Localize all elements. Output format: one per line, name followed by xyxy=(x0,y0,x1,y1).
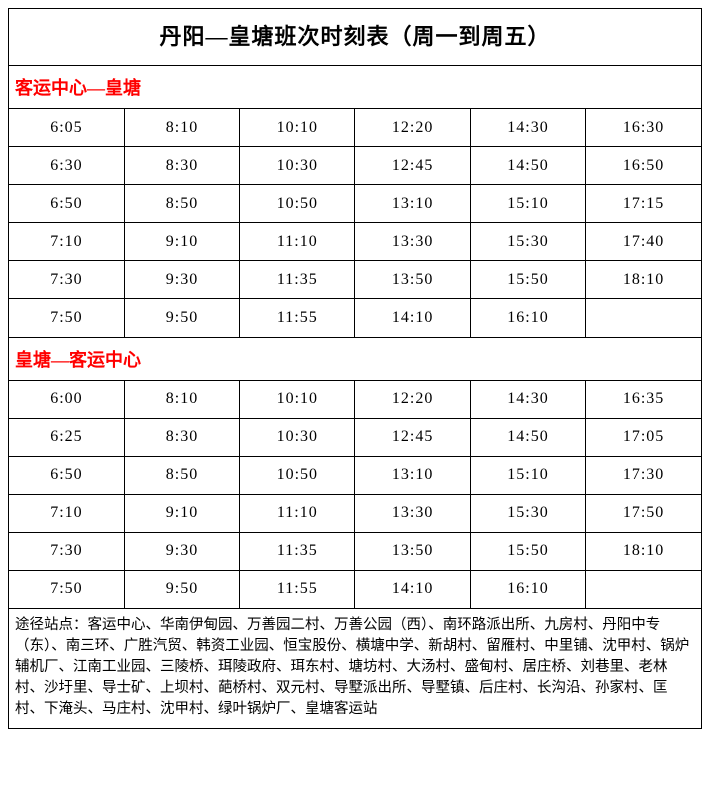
time-cell: 7:50 xyxy=(9,299,124,337)
time-cell: 9:10 xyxy=(124,494,239,532)
time-cell: 17:50 xyxy=(586,494,701,532)
time-cell: 11:10 xyxy=(240,223,355,261)
time-cell: 8:50 xyxy=(124,456,239,494)
time-cell: 14:50 xyxy=(470,418,585,456)
time-cell: 8:10 xyxy=(124,109,239,147)
time-cell: 6:50 xyxy=(9,185,124,223)
schedule-table-2: 6:008:1010:1012:2014:3016:356:258:3010:3… xyxy=(9,380,701,609)
time-cell: 9:50 xyxy=(124,570,239,608)
time-cell: 6:00 xyxy=(9,380,124,418)
time-cell: 6:30 xyxy=(9,147,124,185)
time-cell: 11:35 xyxy=(240,261,355,299)
time-cell: 10:30 xyxy=(240,418,355,456)
time-cell: 15:30 xyxy=(470,494,585,532)
time-cell: 10:30 xyxy=(240,147,355,185)
time-cell: 18:10 xyxy=(586,261,701,299)
table-row: 6:008:1010:1012:2014:3016:35 xyxy=(9,380,701,418)
section-header-1: 客运中心—皇塘 xyxy=(9,65,701,108)
time-cell: 6:50 xyxy=(9,456,124,494)
time-cell xyxy=(586,299,701,337)
time-cell: 16:10 xyxy=(470,570,585,608)
table-row: 6:258:3010:3012:4514:5017:05 xyxy=(9,418,701,456)
time-cell: 12:20 xyxy=(355,109,470,147)
section-header-2: 皇塘—客运中心 xyxy=(9,337,701,380)
time-cell: 17:05 xyxy=(586,418,701,456)
time-cell: 12:45 xyxy=(355,147,470,185)
time-cell: 13:10 xyxy=(355,185,470,223)
time-cell: 18:10 xyxy=(586,532,701,570)
table-row: 6:508:5010:5013:1015:1017:30 xyxy=(9,456,701,494)
time-cell: 9:50 xyxy=(124,299,239,337)
time-cell: 12:45 xyxy=(355,418,470,456)
time-cell: 15:30 xyxy=(470,223,585,261)
time-cell: 9:30 xyxy=(124,532,239,570)
time-cell: 7:30 xyxy=(9,261,124,299)
table-row: 7:309:3011:3513:5015:5018:10 xyxy=(9,532,701,570)
time-cell: 7:10 xyxy=(9,494,124,532)
time-cell: 13:50 xyxy=(355,532,470,570)
page-title: 丹阳—皇塘班次时刻表（周一到周五） xyxy=(9,9,701,65)
time-cell: 6:05 xyxy=(9,109,124,147)
time-cell: 13:30 xyxy=(355,223,470,261)
time-cell: 16:30 xyxy=(586,109,701,147)
time-cell: 15:10 xyxy=(470,456,585,494)
time-cell: 11:10 xyxy=(240,494,355,532)
time-cell: 6:25 xyxy=(9,418,124,456)
time-cell: 10:10 xyxy=(240,109,355,147)
route-stops-note: 途径站点：客运中心、华南伊甸园、万善园二村、万善公园（西）、南环路派出所、九房村… xyxy=(9,608,701,728)
time-cell: 14:30 xyxy=(470,380,585,418)
time-cell: 10:50 xyxy=(240,185,355,223)
schedule-container: 丹阳—皇塘班次时刻表（周一到周五） 客运中心—皇塘 6:058:1010:101… xyxy=(8,8,702,729)
time-cell: 10:50 xyxy=(240,456,355,494)
time-cell: 17:30 xyxy=(586,456,701,494)
schedule-table-1: 6:058:1010:1012:2014:3016:306:308:3010:3… xyxy=(9,108,701,337)
time-cell: 14:10 xyxy=(355,570,470,608)
time-cell: 13:10 xyxy=(355,456,470,494)
time-cell: 13:50 xyxy=(355,261,470,299)
time-cell: 8:30 xyxy=(124,147,239,185)
time-cell: 14:10 xyxy=(355,299,470,337)
time-cell: 15:50 xyxy=(470,532,585,570)
time-cell: 7:10 xyxy=(9,223,124,261)
time-cell: 13:30 xyxy=(355,494,470,532)
table-row: 7:109:1011:1013:3015:3017:50 xyxy=(9,494,701,532)
table-row: 7:109:1011:1013:3015:3017:40 xyxy=(9,223,701,261)
time-cell: 15:10 xyxy=(470,185,585,223)
time-cell: 11:35 xyxy=(240,532,355,570)
time-cell: 14:50 xyxy=(470,147,585,185)
time-cell: 16:50 xyxy=(586,147,701,185)
time-cell: 16:35 xyxy=(586,380,701,418)
time-cell xyxy=(586,570,701,608)
table-row: 7:509:5011:5514:1016:10 xyxy=(9,570,701,608)
time-cell: 11:55 xyxy=(240,299,355,337)
time-cell: 17:40 xyxy=(586,223,701,261)
time-cell: 8:10 xyxy=(124,380,239,418)
time-cell: 15:50 xyxy=(470,261,585,299)
time-cell: 8:30 xyxy=(124,418,239,456)
time-cell: 7:50 xyxy=(9,570,124,608)
time-cell: 8:50 xyxy=(124,185,239,223)
time-cell: 16:10 xyxy=(470,299,585,337)
table-row: 7:309:3011:3513:5015:5018:10 xyxy=(9,261,701,299)
time-cell: 17:15 xyxy=(586,185,701,223)
time-cell: 11:55 xyxy=(240,570,355,608)
table-row: 7:509:5011:5514:1016:10 xyxy=(9,299,701,337)
time-cell: 9:30 xyxy=(124,261,239,299)
time-cell: 14:30 xyxy=(470,109,585,147)
table-row: 6:058:1010:1012:2014:3016:30 xyxy=(9,109,701,147)
table-row: 6:308:3010:3012:4514:5016:50 xyxy=(9,147,701,185)
time-cell: 9:10 xyxy=(124,223,239,261)
time-cell: 10:10 xyxy=(240,380,355,418)
time-cell: 7:30 xyxy=(9,532,124,570)
time-cell: 12:20 xyxy=(355,380,470,418)
table-row: 6:508:5010:5013:1015:1017:15 xyxy=(9,185,701,223)
